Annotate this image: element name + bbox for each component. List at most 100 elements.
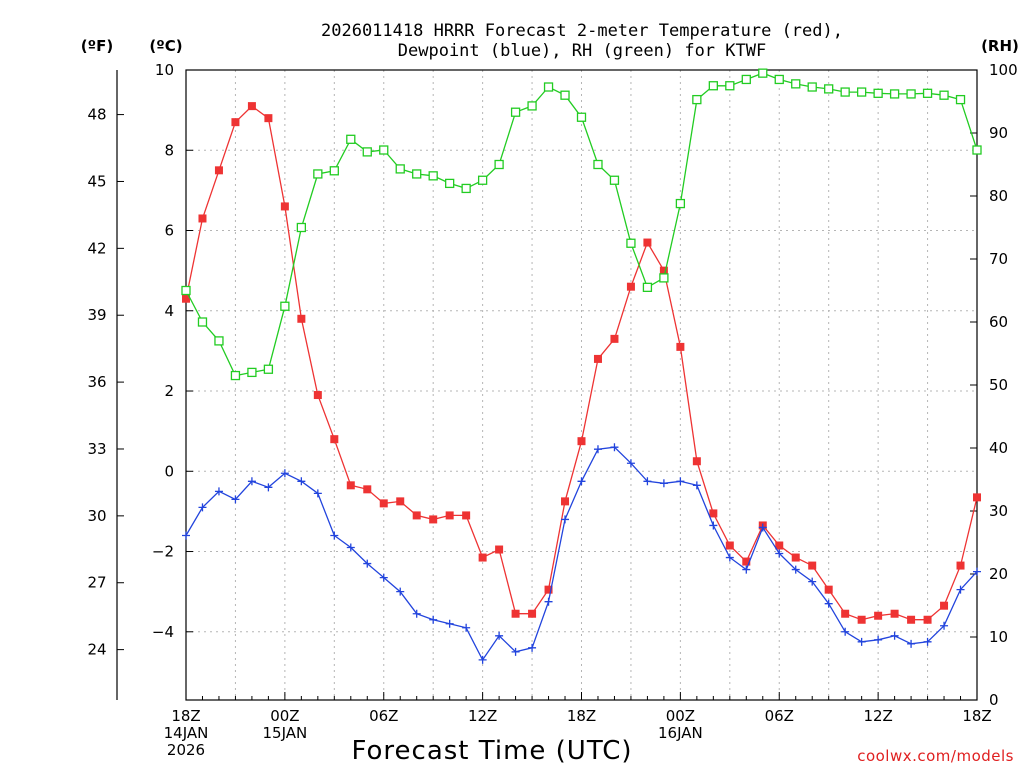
temperature-point: [610, 334, 619, 343]
rh-point: [675, 198, 686, 209]
rh-tick-label: 60: [989, 313, 1008, 331]
celsius-tick-label: 2: [164, 382, 174, 400]
rh-tick-label: 50: [989, 376, 1008, 394]
rh-tick-label: 30: [989, 502, 1008, 520]
series-group: [181, 68, 982, 664]
temperature-point: [824, 585, 833, 594]
temperature-point: [363, 485, 372, 494]
time-tick-label: 18Z: [567, 707, 596, 725]
temperature-point: [841, 609, 850, 618]
fahrenheit-tick-label: 39: [87, 306, 106, 324]
rh-point: [807, 82, 817, 92]
rh-point: [395, 164, 405, 174]
rh-point: [609, 175, 620, 185]
temperature-point: [808, 561, 817, 570]
fahrenheit-axis: 48 45 42 39 36 33 30 27 24: [87, 106, 124, 659]
dewpoint-point: [462, 623, 471, 632]
rh-point: [939, 90, 949, 100]
rh-tick-label: 80: [989, 187, 1008, 205]
rh-point: [576, 112, 587, 122]
celsius-tick-label: −2: [152, 543, 174, 561]
celsius-axis: 10 8 6 4 2 0 −2 −4: [152, 61, 193, 641]
rh-point: [626, 238, 636, 248]
dewpoint-point: [940, 621, 949, 630]
rh-point: [247, 367, 257, 378]
temperature-point: [330, 435, 339, 444]
temperature-point: [297, 314, 306, 323]
rh-point: [725, 81, 735, 91]
dewpoint-point: [544, 597, 553, 606]
rh-point: [955, 94, 966, 105]
celsius-unit-label: (ºC): [149, 37, 182, 55]
chart-title-line-2: Dewpoint (blue), RH (green) for KTWF: [398, 41, 766, 61]
celsius-tick-label: 4: [164, 302, 174, 320]
temperature-point: [561, 497, 570, 506]
temperature-point: [874, 611, 883, 620]
temperature-point: [445, 511, 454, 520]
temperature-point: [231, 118, 240, 127]
dewpoint-point: [890, 631, 899, 640]
rh-point: [856, 87, 867, 97]
dewpoint-point: [247, 477, 256, 486]
dewpoint-point: [676, 477, 685, 486]
temperature-point: [643, 238, 652, 247]
time-tick-label: 2026: [167, 741, 205, 759]
dewpoint-point: [363, 559, 372, 568]
fahrenheit-tick-label: 27: [87, 574, 106, 592]
rh-point: [362, 147, 372, 157]
time-tick-label: 06Z: [765, 707, 794, 725]
dewpoint-point: [346, 543, 355, 552]
rh-point: [197, 317, 208, 327]
dewpoint-point: [280, 469, 289, 478]
dewpoint-point: [198, 503, 207, 512]
temperature-point: [890, 609, 899, 618]
dewpoint-point: [495, 631, 504, 640]
credit-text: coolwx.com/models: [857, 747, 1014, 765]
rh-tick-label: 0: [989, 691, 999, 709]
celsius-tick-label: −4: [152, 623, 174, 641]
celsius-tick-label: 8: [164, 141, 174, 159]
dewpoint-point: [412, 609, 421, 618]
time-tick-label: 18Z: [171, 707, 200, 725]
temperature-point: [478, 553, 487, 562]
dewpoint-point: [857, 637, 866, 646]
fahrenheit-tick-label: 36: [87, 373, 106, 391]
temperature-point: [577, 437, 586, 446]
time-tick-label: 00Z: [666, 707, 695, 725]
rh-point: [560, 90, 570, 100]
time-tick-label: 12Z: [468, 707, 497, 725]
rh-point: [527, 101, 537, 111]
dewpoint-point: [214, 487, 223, 496]
temperature-point: [676, 342, 685, 351]
temperature-point: [280, 202, 289, 211]
dewpoint-point: [297, 477, 306, 486]
rh-point: [840, 87, 850, 97]
rh-point: [181, 285, 191, 296]
dewpoint-series: [182, 443, 981, 664]
rh-point: [412, 169, 422, 179]
dewpoint-point: [313, 489, 322, 498]
temperature-point: [791, 553, 800, 562]
rh-tick-label: 70: [989, 250, 1008, 268]
time-tick-label: 00Z: [270, 707, 299, 725]
rh-point: [741, 74, 751, 85]
rh-point: [346, 134, 356, 144]
temperature-point: [940, 601, 949, 610]
temperature-line: [185, 105, 978, 621]
rh-point: [477, 175, 488, 185]
temperature-point: [264, 114, 273, 123]
temperature-point: [725, 541, 734, 550]
time-tick-label: 16JAN: [658, 724, 703, 742]
celsius-tick-label: 10: [155, 61, 174, 79]
dewpoint-point: [841, 627, 850, 636]
dewpoint-point: [626, 459, 635, 468]
dewpoint-point: [808, 577, 817, 586]
temperature-point: [412, 511, 421, 520]
dewpoint-point: [907, 639, 916, 648]
rh-point: [280, 301, 290, 311]
rh-point: [889, 89, 900, 99]
rh-point: [445, 178, 455, 189]
rh-point: [543, 82, 554, 92]
rh-series: [181, 68, 982, 381]
